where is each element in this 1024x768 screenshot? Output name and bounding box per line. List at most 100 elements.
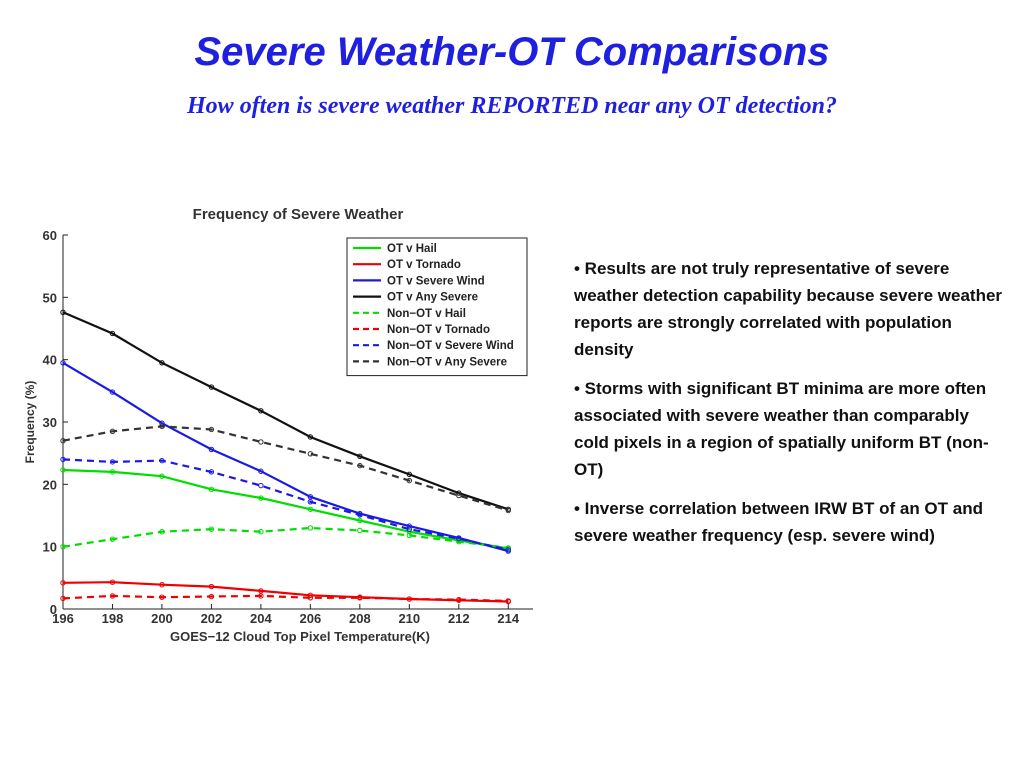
series-non-ot-v-severe-wind — [60, 456, 511, 553]
data-point — [258, 408, 264, 414]
data-point — [159, 594, 165, 600]
data-point — [60, 595, 66, 602]
data-point — [109, 469, 116, 475]
legend-box — [346, 237, 528, 377]
data-point — [109, 330, 116, 337]
data-point — [159, 529, 165, 535]
series-line — [62, 526, 509, 549]
data-point — [406, 596, 413, 602]
data-point — [505, 507, 511, 514]
data-point — [60, 580, 66, 586]
data-point — [109, 459, 116, 465]
data-point — [505, 547, 511, 553]
data-point — [208, 384, 215, 390]
data-point — [406, 529, 413, 535]
bullet-item: • Storms with significant BT minima are … — [574, 379, 989, 479]
x-tick-label: 202 — [201, 611, 223, 626]
series-ot-v-hail — [60, 467, 511, 552]
data-point — [159, 360, 165, 366]
series-line — [62, 425, 509, 512]
y-tick-label: 0 — [50, 602, 57, 617]
data-point — [456, 596, 462, 603]
data-point — [258, 468, 264, 474]
x-tick-label: 214 — [497, 611, 519, 626]
data-point — [456, 535, 462, 542]
data-point — [456, 538, 462, 545]
series-non-ot-v-hail — [60, 525, 511, 551]
data-point — [307, 595, 314, 601]
data-point — [258, 482, 264, 489]
data-point — [406, 523, 413, 529]
slide-subtitle: How often is severe weather REPORTED nea… — [187, 93, 837, 119]
legend-label: Non−OT v Severe Wind — [387, 340, 514, 352]
bullet-item: • Results are not truly representative o… — [574, 259, 1003, 359]
data-point — [109, 579, 116, 585]
slide-title: Severe Weather-OT Comparisons — [194, 30, 830, 74]
series-ot-v-tornado — [60, 579, 511, 605]
data-point — [357, 595, 363, 601]
data-point — [505, 545, 511, 551]
legend-label: Non−OT v Tornado — [387, 324, 490, 336]
data-point — [258, 495, 264, 501]
x-tick-label: 212 — [448, 611, 470, 626]
chart-legend: OT v Hail OT v Tornado OT v Severe Wind OT … — [346, 237, 528, 377]
series-line — [62, 361, 509, 553]
data-point — [208, 446, 215, 453]
data-point — [109, 593, 116, 599]
legend-label: OT v Severe Wind — [387, 275, 485, 287]
data-point — [357, 517, 363, 524]
data-point — [307, 434, 314, 440]
legend-label: OT v Any Severe — [387, 292, 478, 304]
series-line — [62, 458, 509, 551]
y-tick-label: 30 — [43, 415, 57, 430]
data-point — [307, 506, 314, 512]
series-line — [62, 594, 509, 602]
series-line — [62, 581, 509, 603]
data-point — [60, 360, 66, 366]
data-point — [159, 423, 165, 430]
x-tick-label: 198 — [102, 611, 124, 626]
data-point — [208, 426, 215, 433]
data-point — [208, 486, 215, 493]
data-point — [406, 477, 413, 484]
data-point — [159, 473, 165, 479]
data-point — [307, 525, 314, 531]
data-point — [109, 428, 116, 435]
data-point — [307, 499, 314, 505]
data-point — [307, 592, 314, 598]
data-point — [258, 439, 264, 445]
data-point — [258, 588, 264, 594]
data-point — [208, 593, 215, 600]
data-point — [208, 583, 215, 590]
series-non-ot-v-any-severe — [60, 423, 511, 514]
data-point — [357, 453, 363, 459]
data-point — [406, 471, 413, 478]
legend-label: Non−OT v Hail — [387, 308, 466, 320]
y-tick-label: 60 — [43, 228, 57, 243]
y-tick-label: 40 — [43, 353, 57, 368]
data-point — [406, 532, 413, 539]
data-point — [60, 309, 66, 315]
bullet-item: • Inverse correlation between IRW BT of … — [574, 499, 983, 545]
x-tick-label: 200 — [151, 611, 173, 626]
data-point — [60, 438, 66, 444]
legend-label: OT v Hail — [387, 243, 437, 255]
series-line — [62, 468, 509, 550]
severe-weather-frequency-chart: Frequency of Severe Weather Frequency (%… — [23, 206, 533, 644]
x-axis-label: GOES−12 Cloud Top Pixel Temperature(K) — [170, 629, 430, 644]
data-point — [109, 389, 116, 395]
data-point — [60, 467, 66, 473]
y-axis-label: Frequency (%) — [23, 381, 37, 464]
data-point — [109, 536, 116, 542]
x-tick-label: 196 — [52, 611, 74, 626]
data-point — [159, 581, 165, 588]
y-tick-label: 20 — [43, 477, 57, 492]
data-point — [357, 462, 363, 469]
legend-label: OT v Tornado — [387, 259, 461, 271]
series-non-ot-v-tornado — [60, 593, 511, 604]
x-tick-label: 208 — [349, 611, 371, 626]
series-line — [62, 311, 509, 511]
data-point — [406, 526, 413, 532]
data-point — [60, 543, 66, 550]
chart-title: Frequency of Severe Weather — [193, 206, 404, 223]
